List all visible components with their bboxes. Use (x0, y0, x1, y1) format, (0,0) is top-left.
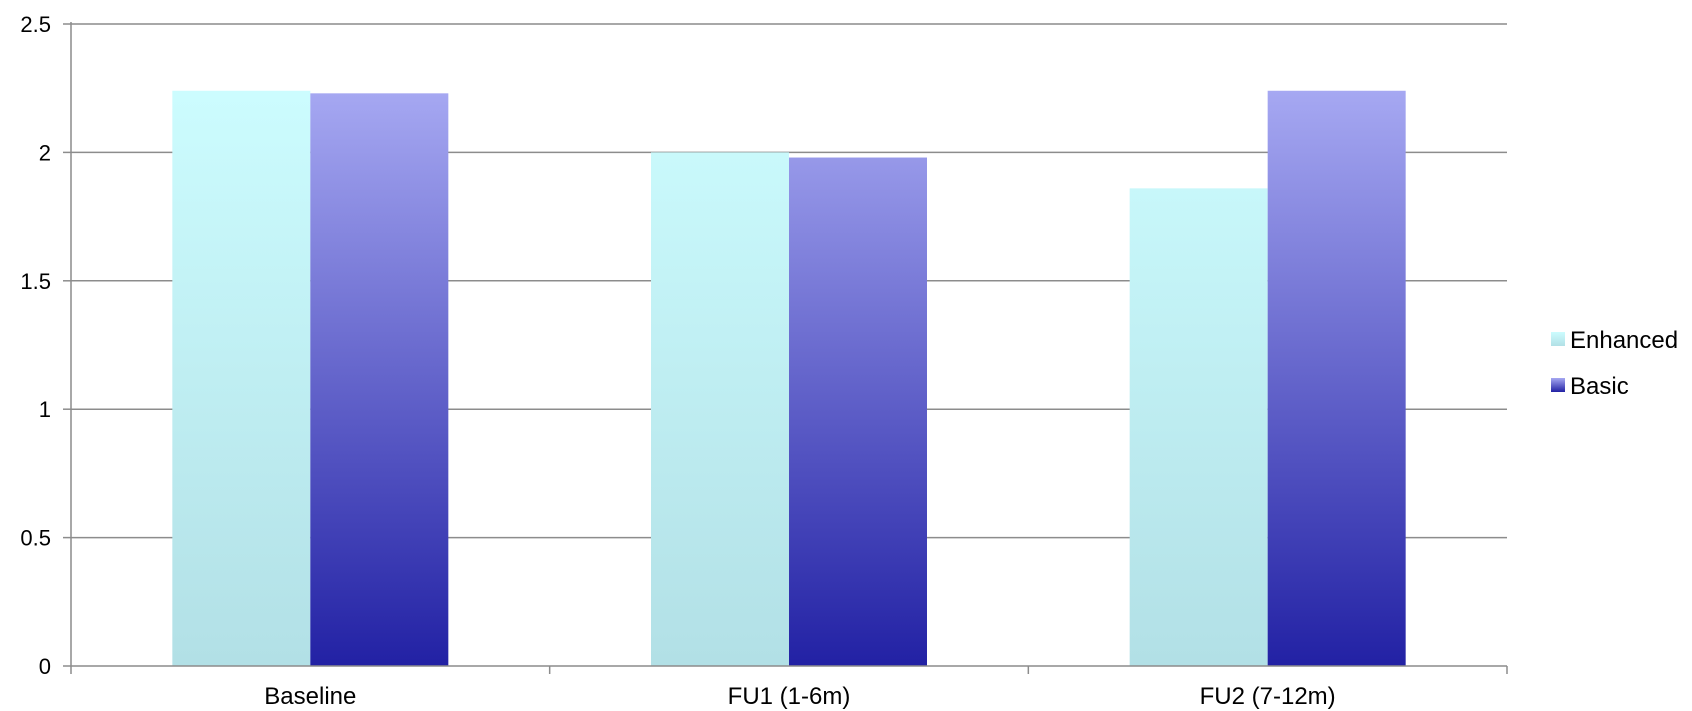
bar-basic-0 (310, 93, 449, 666)
y-tick-label: 1 (39, 397, 51, 422)
y-tick-label: 0.5 (20, 526, 51, 551)
bar-basic-2 (1267, 90, 1406, 666)
bar-enhanced-2 (1129, 188, 1268, 667)
y-tick-label: 1.5 (20, 269, 51, 294)
bars (172, 90, 1406, 667)
x-category-label: FU1 (1-6m) (728, 683, 851, 710)
bar-basic-1 (789, 157, 927, 666)
y-tick-label: 2.5 (20, 12, 51, 37)
y-tick-label: 0 (39, 654, 51, 679)
legend-label-enhanced: Enhanced (1570, 327, 1678, 354)
y-tick-label: 2 (39, 140, 51, 165)
legend-swatch-enhanced (1551, 332, 1565, 346)
x-category-label: Baseline (264, 683, 356, 710)
x-category-label: FU2 (7-12m) (1200, 683, 1336, 710)
axes: 0 0.5 1 1.5 2 2.5 Baseline FU1 (1-6m) FU2 (7-12m… (20, 12, 1508, 710)
legend-swatch-basic (1551, 378, 1565, 392)
bar-enhanced-0 (172, 90, 311, 666)
bar-enhanced-1 (651, 152, 789, 666)
legend: Enhanced Basic (1551, 327, 1678, 400)
legend-label-basic: Basic (1570, 373, 1629, 400)
